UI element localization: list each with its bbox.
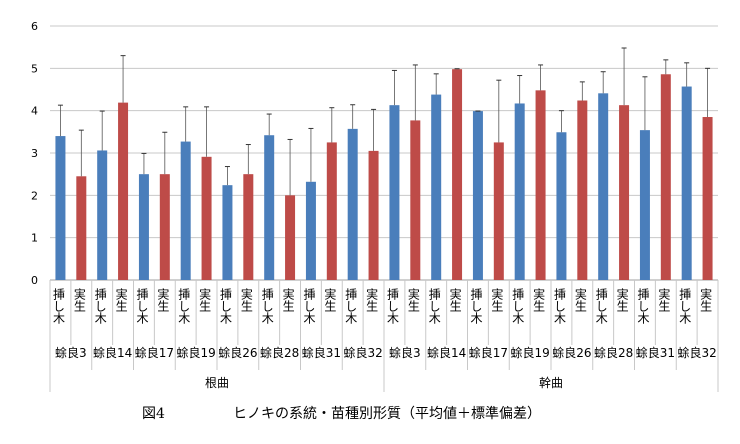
bar (493, 142, 504, 280)
category-label-seedling-type: 挿し木 (594, 288, 608, 324)
category-label-seedling-type: 実生 (657, 287, 671, 312)
bar (264, 135, 275, 280)
category-label-seedling-type: 挿し木 (344, 288, 358, 324)
y-tick-label: 2 (31, 189, 38, 202)
bar (452, 69, 463, 281)
category-label-strain: 蜍良32 (343, 345, 382, 360)
category-label-seedling-type: 挿し木 (678, 288, 692, 324)
bar (410, 120, 421, 280)
category-label-seedling-type: 実生 (72, 287, 86, 312)
bar (222, 185, 233, 280)
category-label-strain: 蜍良26 (218, 345, 257, 360)
category-label-seedling-type: 挿し木 (552, 288, 566, 324)
category-label-seedling-type: 挿し木 (302, 288, 316, 324)
category-label-seedling-type: 実生 (490, 287, 504, 312)
bar (702, 117, 713, 281)
category-label-seedling-type: 実生 (532, 287, 546, 312)
category-label-strain: 蜍良17 (135, 345, 174, 360)
bar (55, 136, 66, 280)
bar (201, 156, 212, 280)
category-label-seedling-type: 挿し木 (385, 288, 399, 324)
category-label-seedling-type: 挿し木 (51, 288, 65, 324)
category-label-seedling-type: 実生 (699, 287, 713, 312)
category-label-seedling-type: 挿し木 (135, 288, 149, 324)
category-label-strain: 蜍良31 (302, 345, 341, 360)
category-label-seedling-type: 挿し木 (636, 288, 650, 324)
bar (577, 100, 588, 280)
category-label-seedling-type: 実生 (448, 287, 462, 312)
category-label-seedling-type: 実生 (365, 287, 379, 312)
category-label-seedling-type: 実生 (156, 287, 170, 312)
bar (660, 74, 671, 280)
category-label-seedling-type: 実生 (281, 287, 295, 312)
bar (639, 130, 650, 280)
bar (285, 195, 296, 280)
category-label-seedling-type: 挿し木 (218, 288, 232, 324)
category-label-strain: 蜍良31 (636, 345, 675, 360)
bar (619, 105, 630, 280)
bar (368, 150, 379, 280)
figure-caption: ヒノキの系統・苗種別形質（平均値＋標準偏差） (233, 406, 541, 422)
category-label-strain: 蜍良19 (176, 345, 215, 360)
category-label-seedling-type: 実生 (615, 287, 629, 312)
bar (514, 103, 525, 280)
category-label-seedling-type: 挿し木 (177, 288, 191, 324)
category-label-strain: 蜍良28 (260, 345, 299, 360)
category-label-seedling-type: 実生 (239, 287, 253, 312)
category-label-seedling-type: 挿し木 (93, 288, 107, 324)
category-label-group: 根曲 (205, 376, 229, 390)
category-label-seedling-type: 実生 (323, 287, 337, 312)
bar (556, 132, 567, 280)
bar (159, 174, 170, 280)
bar (681, 86, 692, 280)
bar (389, 105, 400, 280)
y-tick-label: 1 (31, 232, 38, 245)
y-tick-label: 6 (31, 20, 38, 33)
bar (243, 174, 254, 280)
category-label-strain: 蜍良26 (552, 345, 591, 360)
bar (472, 111, 483, 280)
category-label-seedling-type: 実生 (114, 287, 128, 312)
category-label-seedling-type: 実生 (198, 287, 212, 312)
bar (598, 93, 609, 280)
bar (535, 90, 546, 280)
bar (431, 94, 442, 280)
category-label-strain: 蜍良14 (427, 345, 466, 360)
bar (138, 174, 149, 280)
category-label-seedling-type: 挿し木 (427, 288, 441, 324)
y-tick-label: 0 (31, 274, 38, 287)
bar (76, 176, 87, 280)
category-label-strain: 蜍良17 (469, 345, 508, 360)
bar (180, 141, 191, 280)
category-label-seedling-type: 実生 (406, 287, 420, 312)
y-tick-label: 3 (31, 147, 38, 160)
category-label-group: 幹曲 (539, 375, 563, 390)
y-tick-label: 5 (31, 62, 38, 75)
category-label-strain: 蜍良3 (389, 345, 421, 360)
category-label-strain: 蜍良14 (93, 345, 132, 360)
category-label-seedling-type: 挿し木 (260, 288, 274, 324)
category-label-seedling-type: 実生 (573, 287, 587, 312)
bar (347, 128, 358, 280)
bar (326, 142, 337, 280)
category-label-strain: 蜍良32 (677, 345, 716, 360)
category-label-seedling-type: 挿し木 (469, 288, 483, 324)
category-label-strain: 蜍良3 (55, 345, 87, 360)
category-label-seedling-type: 挿し木 (511, 288, 525, 324)
bar (305, 181, 316, 280)
bar (97, 150, 108, 280)
category-label-strain: 蜍良28 (594, 345, 633, 360)
figure-number: 図4 (142, 406, 165, 422)
y-tick-label: 4 (31, 105, 38, 118)
bar (118, 102, 129, 280)
category-label-strain: 蜍良19 (510, 345, 549, 360)
